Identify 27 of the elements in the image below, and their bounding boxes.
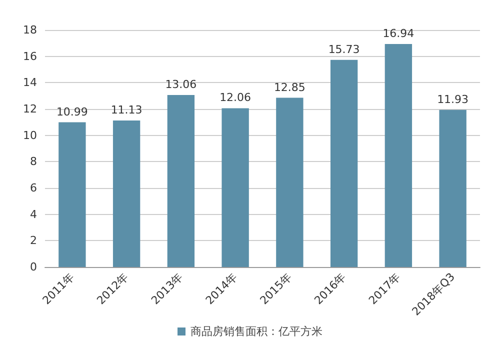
y-tick-label: 0 — [30, 260, 37, 274]
y-tick-label: 18 — [23, 24, 37, 36]
bar — [167, 95, 195, 267]
data-label: 11.13 — [110, 103, 142, 116]
y-tick-label: 2 — [30, 234, 37, 248]
legend-label: 商品房销售面积：亿平方米 — [190, 325, 322, 338]
data-label: 15.73 — [328, 42, 360, 56]
data-label: 12.06 — [220, 91, 252, 104]
data-label: 11.93 — [437, 92, 469, 106]
bar — [276, 98, 304, 267]
bar — [439, 110, 466, 267]
bar — [330, 60, 358, 267]
y-tick-label: 4 — [30, 208, 37, 221]
data-label: 16.94 — [382, 26, 414, 40]
y-tick-label: 8 — [30, 155, 37, 168]
bar — [222, 108, 249, 267]
y-tick-label: 6 — [30, 182, 37, 194]
y-tick-label: 14 — [23, 76, 37, 90]
bar — [112, 120, 140, 267]
y-tick-label: 10 — [23, 128, 37, 142]
bar — [384, 44, 412, 267]
y-tick-label: 16 — [23, 50, 37, 63]
data-label: 13.06 — [165, 78, 197, 92]
data-label: 10.99 — [56, 105, 88, 118]
y-tick-label: 12 — [23, 102, 37, 116]
bar — [58, 122, 86, 267]
data-label: 12.85 — [274, 80, 306, 94]
